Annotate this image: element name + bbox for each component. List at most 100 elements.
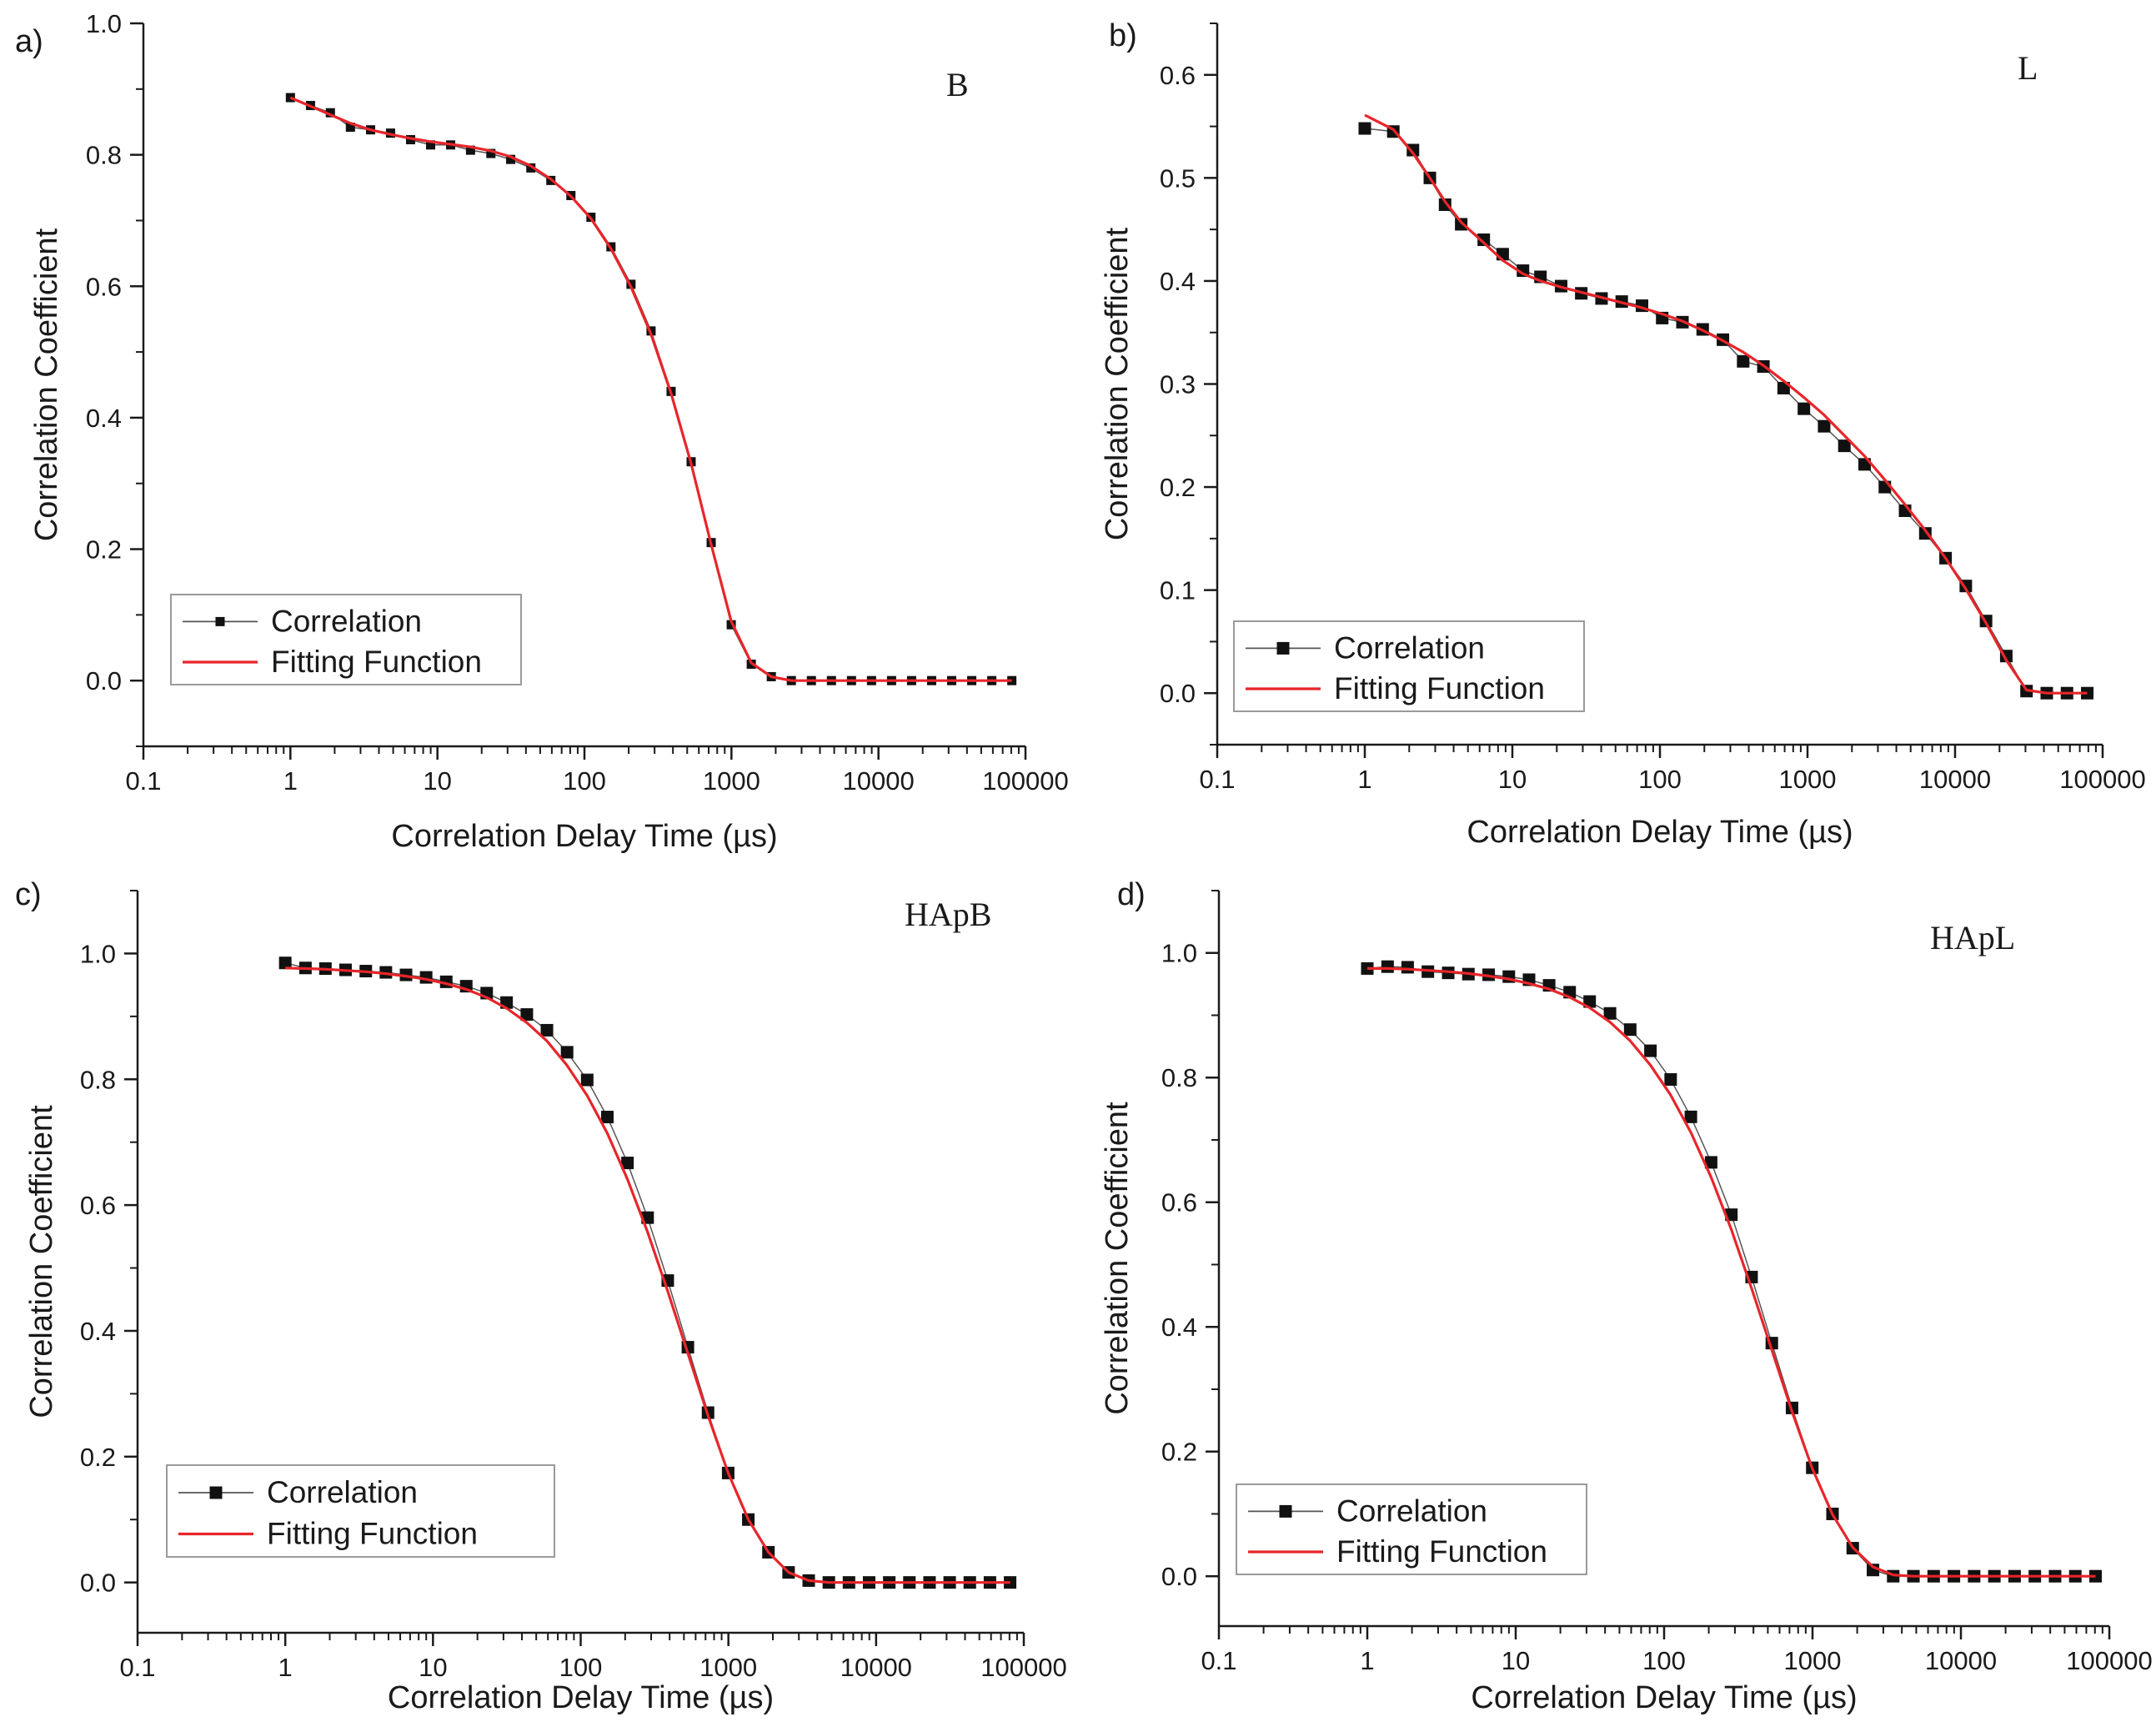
x-tick-label: 10000 (1925, 1646, 1997, 1675)
correlation-point (1644, 1044, 1657, 1057)
correlation-point (520, 1008, 534, 1022)
x-axis-label: Correlation Delay Time (µs) (1467, 815, 1853, 850)
correlation-point (1455, 218, 1468, 231)
panel-label: c) (15, 877, 42, 912)
chart-panel-d: 0.1 1 10 100 1000 10000 100000 0.0 0.2 0.4 0.6 0.8 1… (1100, 877, 2153, 1715)
panel-label: a) (15, 24, 43, 59)
chart-title: L (2018, 49, 2038, 87)
x-tick-label: 1 (278, 1653, 293, 1682)
correlation-point (1704, 1156, 1717, 1169)
fitting-function-line (289, 96, 1012, 682)
y-tick-label: 0.6 (86, 272, 122, 301)
x-tick-label: 100 (559, 1653, 603, 1682)
correlation-point (1684, 1110, 1697, 1123)
y-tick-label: 0.2 (1160, 473, 1196, 502)
correlation-point (1401, 961, 1414, 974)
correlation-point (526, 163, 536, 173)
y-tick-label: 0.8 (86, 141, 122, 170)
legend-correlation-marker (209, 1486, 223, 1499)
x-tick-label: 1000 (1784, 1646, 1842, 1675)
x-tick-label: 1 (1357, 765, 1371, 794)
y-tick-label: 0.0 (1161, 1562, 1197, 1591)
y-tick-label: 0.4 (80, 1317, 116, 1346)
legend-fitting-label: Fitting Function (271, 645, 482, 679)
x-tick-label: 10 (1498, 765, 1527, 794)
legend-fitting-label: Fitting Function (1334, 671, 1545, 705)
x-tick-label: 10000 (843, 766, 915, 796)
legend: Correlation Fitting Function (166, 1464, 555, 1558)
fitting-function-line (1367, 966, 2096, 1578)
correlation-point (621, 1157, 634, 1170)
correlation-point (560, 1046, 574, 1059)
y-tick-label: 0.0 (86, 666, 122, 695)
x-tick-label: 100000 (982, 766, 1068, 796)
correlation-point (465, 145, 475, 155)
legend-correlation-marker (215, 616, 225, 626)
x-tick-label: 1 (283, 766, 298, 796)
correlation-point (506, 154, 516, 164)
x-axis-label: Correlation Delay Time (µs) (391, 819, 777, 854)
chart-panel-a: 0.1 1 10 100 1000 10000 100000 0.0 0.2 0.4 0.6 0.8 1… (15, 9, 1069, 854)
legend-correlation-marker (1279, 1504, 1292, 1518)
legend-box (1236, 1483, 1587, 1575)
legend-correlation-label: Correlation (1336, 1494, 1487, 1528)
correlation-point (726, 620, 736, 630)
x-tick-label: 0.1 (1201, 1646, 1236, 1675)
x-tick-label: 1000 (1779, 765, 1837, 794)
legend-box (1233, 620, 1585, 712)
correlation-series-line (290, 97, 1012, 681)
y-axis-label: Correlation Coefficient (1100, 1102, 1135, 1415)
x-tick-label: 1000 (703, 766, 760, 796)
legend-correlation-label: Correlation (267, 1475, 418, 1509)
y-tick-label: 0.0 (80, 1569, 116, 1598)
correlation-point (1477, 233, 1491, 246)
correlation-point (1737, 354, 1750, 368)
y-tick-label: 1.0 (1161, 939, 1197, 968)
y-axis-label: Correlation Coefficient (29, 228, 64, 541)
chart-title: B (946, 66, 969, 103)
legend-box (170, 594, 522, 685)
y-tick-label: 0.8 (80, 1065, 116, 1094)
correlation-point (325, 108, 335, 118)
chart-title: HApB (905, 896, 991, 933)
x-tick-label: 0.1 (119, 1653, 155, 1682)
correlation-point (1381, 960, 1394, 973)
y-tick-label: 0.1 (1160, 576, 1196, 605)
y-tick-label: 0.2 (1161, 1438, 1197, 1467)
chart-panel-c: 0.1 1 10 100 1000 10000 100000 0.0 0.2 0.4 0.6 0.8 1… (15, 877, 1067, 1715)
panel-label: d) (1117, 877, 1146, 912)
x-tick-label: 100 (563, 766, 606, 796)
legend-fitting-label: Fitting Function (267, 1517, 478, 1551)
correlation-point (1798, 402, 1811, 415)
x-tick-label: 10000 (1919, 765, 1991, 794)
correlation-point (2081, 686, 2094, 700)
chart-panel-b: 0.1 1 10 100 1000 10000 100000 0.0 0.1 0.2 0.3 0.4 0… (1100, 18, 2146, 850)
y-tick-label: 0.6 (1160, 61, 1196, 90)
legend-fitting-label: Fitting Function (1336, 1534, 1547, 1569)
correlation-point (1603, 1007, 1617, 1020)
x-tick-label: 100000 (2066, 1646, 2152, 1675)
x-axis-label: Correlation Delay Time (µs) (1471, 1680, 1857, 1715)
x-axis-label: Correlation Delay Time (µs) (388, 1680, 774, 1715)
correlation-point (1007, 675, 1017, 685)
fitting-function-line (285, 966, 1010, 1584)
y-tick-label: 0.6 (80, 1191, 116, 1220)
x-tick-label: 1 (1360, 1646, 1374, 1675)
legend: Correlation Fitting Function (1233, 620, 1585, 712)
y-tick-label: 1.0 (86, 9, 122, 38)
y-tick-label: 0.4 (86, 404, 122, 433)
x-tick-label: 10000 (840, 1653, 912, 1682)
x-tick-label: 0.1 (1199, 765, 1235, 794)
correlation-point (486, 148, 496, 158)
y-tick-label: 0.2 (86, 535, 122, 565)
x-tick-label: 100000 (2059, 765, 2145, 794)
correlation-point (1838, 439, 1851, 453)
correlation-point (1818, 419, 1831, 433)
correlation-point (1623, 1023, 1637, 1037)
y-tick-label: 1.0 (80, 939, 116, 968)
correlation-point (345, 123, 355, 133)
correlation-point (1358, 122, 1371, 135)
legend-correlation-label: Correlation (1334, 630, 1485, 665)
chart-title: HApL (1930, 919, 2015, 956)
x-tick-label: 10 (419, 1653, 447, 1682)
